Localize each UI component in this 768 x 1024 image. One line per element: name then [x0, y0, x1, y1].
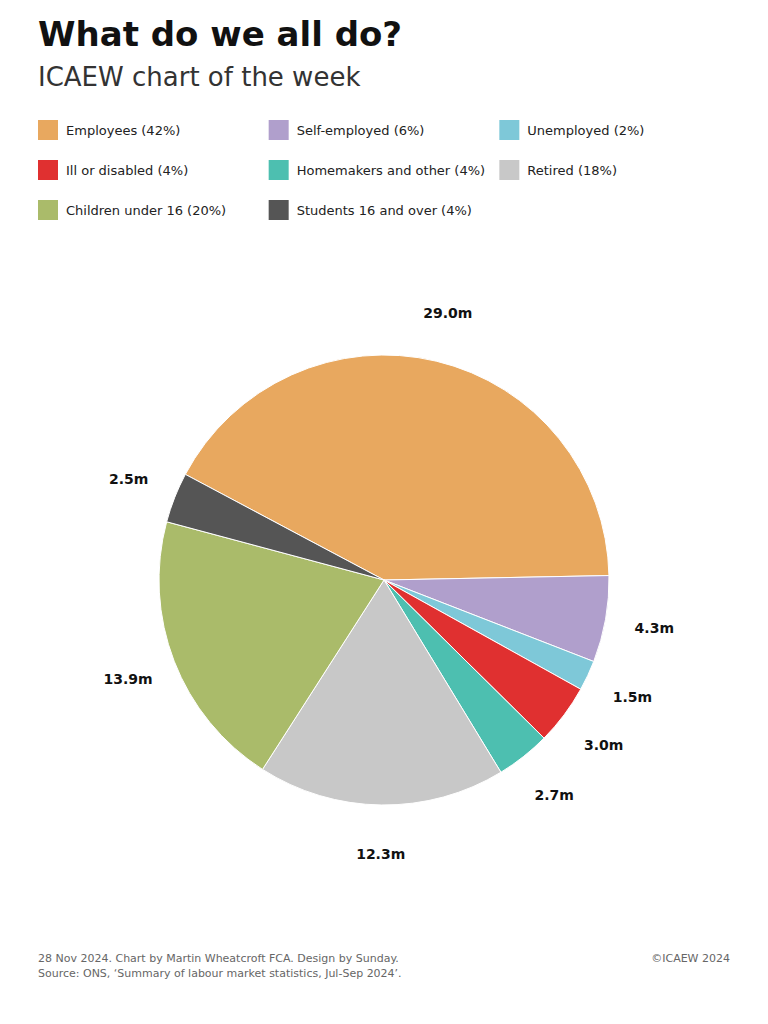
legend-item: Retired (18%) — [499, 160, 617, 180]
legend-swatch — [269, 160, 289, 180]
legend-item: Students 16 and over (4%) — [269, 200, 472, 220]
footnote: 28 Nov 2024. Chart by Martin Wheatcroft … — [38, 952, 402, 980]
legend-item: Ill or disabled (4%) — [38, 160, 188, 180]
data-label: 29.0m — [423, 305, 472, 321]
pie-slice — [159, 522, 384, 770]
legend-swatch — [499, 160, 519, 180]
legend-label: Self-employed (6%) — [297, 123, 425, 138]
legend: Employees (42%) Self-employed (6%) Unemplo… — [38, 120, 644, 220]
data-label: 3.0m — [584, 737, 623, 753]
legend-label: Employees (42%) — [66, 123, 180, 138]
legend-item: Children under 16 (20%) — [38, 200, 226, 220]
subtitle: ICAEW chart of the week — [38, 62, 360, 92]
pie — [159, 355, 609, 805]
legend-item: Unemployed (2%) — [499, 120, 644, 140]
legend-swatch — [38, 120, 58, 140]
data-label: 13.9m — [103, 671, 152, 687]
title: What do we all do? — [38, 14, 402, 54]
legend-item: Employees (42%) — [38, 120, 180, 140]
legend-swatch — [38, 200, 58, 220]
legend-label: Children under 16 (20%) — [66, 203, 226, 218]
footnote-right: ©ICAEW 2024 — [651, 952, 730, 965]
data-labels: 29.0m 4.3m 1.5m 3.0m 2.7m 12.3m 13.9m 2.5m — [103, 305, 674, 862]
legend-label: Students 16 and over (4%) — [297, 203, 472, 218]
legend-label: Ill or disabled (4%) — [66, 163, 188, 178]
legend-item: Self-employed (6%) — [269, 120, 425, 140]
data-label: 1.5m — [613, 689, 652, 705]
data-label: 12.3m — [356, 846, 405, 862]
legend-swatch — [269, 200, 289, 220]
legend-item: Homemakers and other (4%) — [269, 160, 485, 180]
legend-swatch — [499, 120, 519, 140]
legend-label: Retired (18%) — [527, 163, 617, 178]
data-label: 2.5m — [109, 471, 148, 487]
data-label: 2.7m — [535, 787, 574, 803]
pie-slice — [167, 474, 384, 580]
legend-label: Unemployed (2%) — [527, 123, 644, 138]
chart: What do we all do? ICAEW chart of the wee… — [0, 0, 768, 1024]
legend-swatch — [269, 120, 289, 140]
legend-swatch — [38, 160, 58, 180]
legend-label: Homemakers and other (4%) — [297, 163, 485, 178]
data-label: 4.3m — [635, 620, 674, 636]
